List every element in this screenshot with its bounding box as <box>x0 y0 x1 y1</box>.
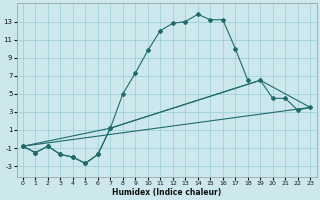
X-axis label: Humidex (Indice chaleur): Humidex (Indice chaleur) <box>112 188 221 197</box>
